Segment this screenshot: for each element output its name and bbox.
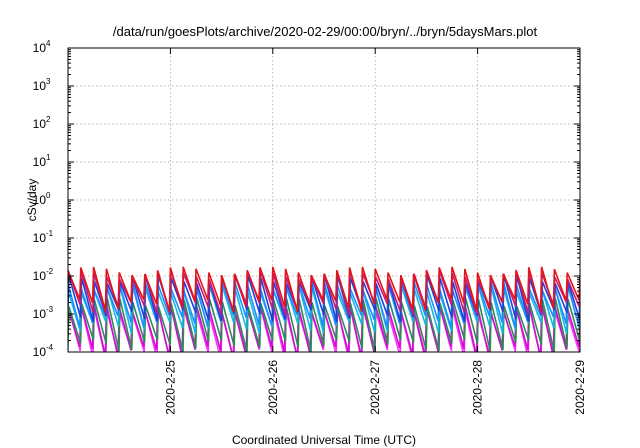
y-tick-label: 101 bbox=[33, 153, 51, 169]
y-tick-label: 10-4 bbox=[33, 343, 54, 359]
series-line-2 bbox=[68, 274, 580, 323]
x-axis-ticks: 2020-2-25 2020-2-26 2020-2-27 2020-2-28 2020… bbox=[163, 48, 587, 415]
series-line-5 bbox=[68, 297, 580, 352]
x-tick-label: 2020-2-26 bbox=[266, 360, 280, 415]
x-tick-label: 2020-2-28 bbox=[471, 360, 485, 415]
x-tick-label: 2020-2-25 bbox=[163, 360, 177, 415]
y-tick-label: 10-1 bbox=[33, 229, 54, 245]
series-line-6 bbox=[68, 302, 580, 352]
y-tick-label: 10-2 bbox=[33, 267, 54, 283]
series-lines bbox=[68, 266, 580, 352]
y-tick-label: 103 bbox=[33, 77, 51, 93]
x-tick-label: 2020-2-29 bbox=[573, 360, 587, 415]
y-tick-label: 10-3 bbox=[33, 305, 54, 321]
x-tick-label: 2020-2-27 bbox=[368, 360, 382, 415]
chart-title: /data/run/goesPlots/archive/2020-02-29/0… bbox=[113, 24, 538, 39]
y-tick-label: 102 bbox=[33, 115, 51, 131]
y-tick-label: 104 bbox=[33, 39, 51, 55]
series-line-0 bbox=[68, 266, 580, 312]
x-axis-label: Coordinated Universal Time (UTC) bbox=[232, 433, 416, 447]
series-line-3 bbox=[68, 280, 580, 328]
y-axis-label: cSv/day bbox=[25, 179, 39, 222]
